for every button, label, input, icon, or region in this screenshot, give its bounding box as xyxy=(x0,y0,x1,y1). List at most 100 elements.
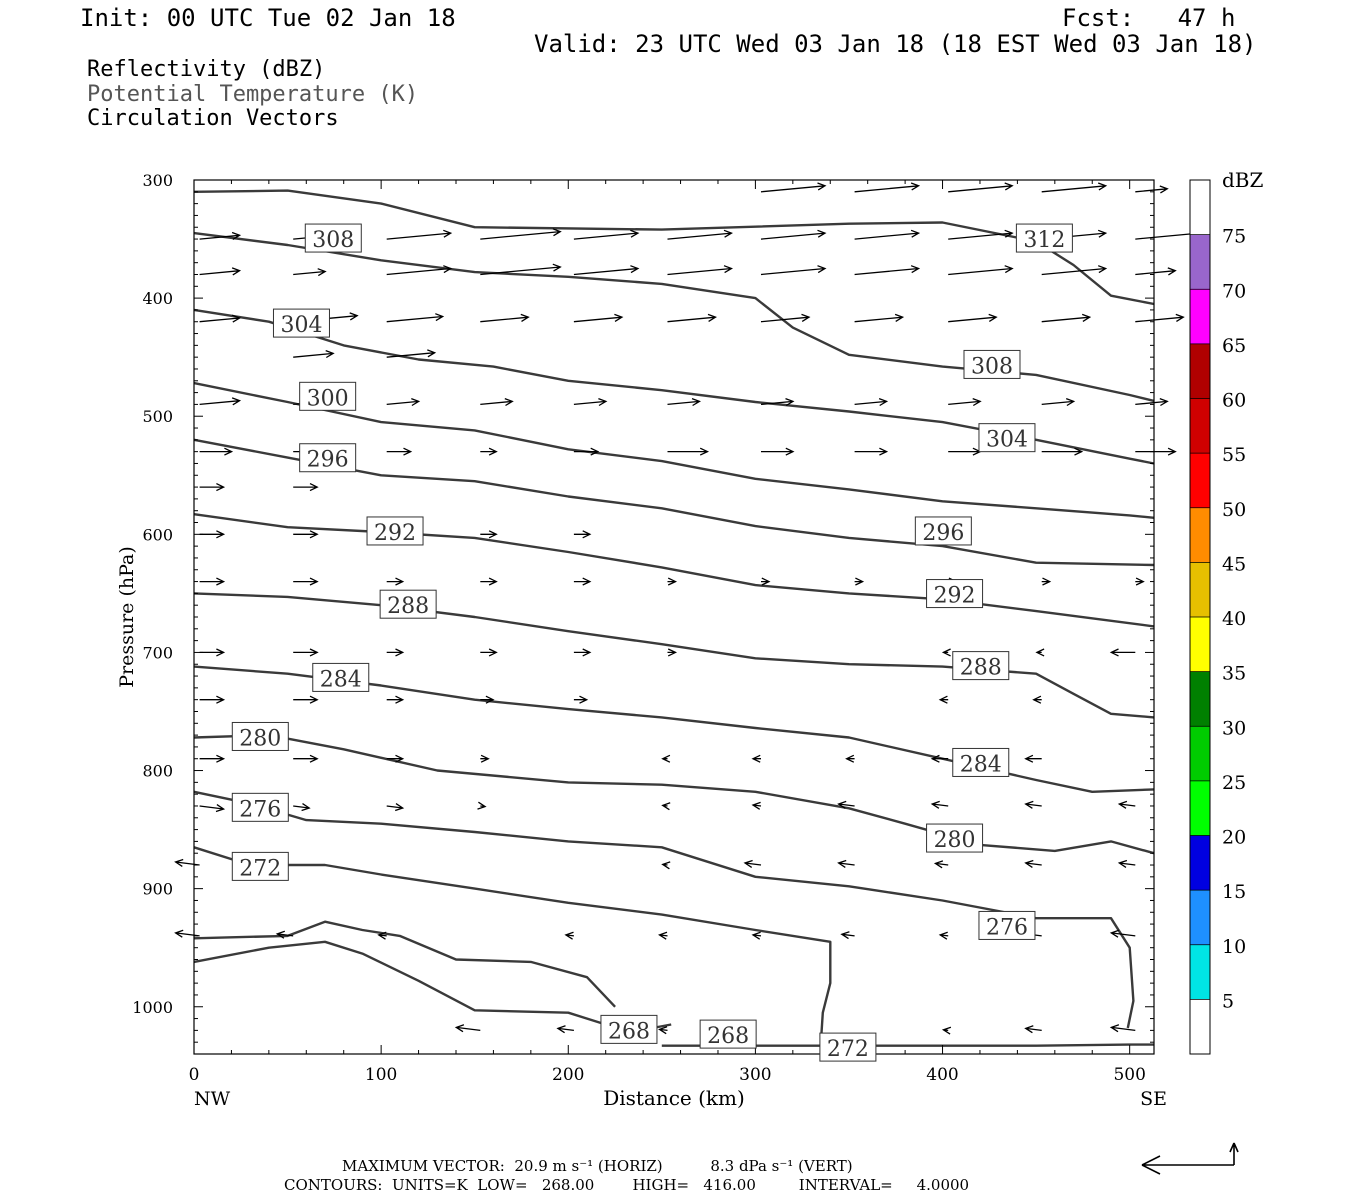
svg-text:292: 292 xyxy=(934,584,976,609)
circulation-vector xyxy=(1041,447,1084,456)
circulation-vector xyxy=(293,577,319,586)
circulation-vector xyxy=(761,577,771,586)
colorbar-swatch xyxy=(1190,617,1210,672)
circulation-vector xyxy=(477,801,487,810)
circulation-vector xyxy=(293,648,319,657)
colorbar-tick-label: 30 xyxy=(1222,717,1246,739)
theta-contour-308 xyxy=(193,231,1155,403)
forecast-hour: Fcst: 47 h xyxy=(1062,4,1236,32)
circulation-vector xyxy=(386,265,453,276)
circulation-vector xyxy=(1135,577,1145,586)
theta-contour-292 xyxy=(193,513,1155,628)
contour-label: 292 xyxy=(926,579,984,609)
colorbar-tick-label: 5 xyxy=(1222,990,1234,1012)
circulation-vector xyxy=(573,648,592,657)
circulation-vector xyxy=(667,397,701,407)
theta-contour-272 xyxy=(193,846,832,1043)
circulation-vector xyxy=(667,229,733,240)
max-vector-note: MAXIMUM VECTOR: 20.9 m s⁻¹ (HORIZ) 8.3 d… xyxy=(342,1157,853,1175)
circulation-vector xyxy=(573,447,600,456)
x-tick-label: 0 xyxy=(189,1065,200,1085)
colorbar-swatch xyxy=(1190,562,1210,617)
circulation-vector xyxy=(199,447,234,456)
colorbar-swatch xyxy=(1190,453,1210,508)
colorbar-swatch xyxy=(1190,944,1210,1000)
theta-contour-280 xyxy=(193,733,1155,855)
svg-text:288: 288 xyxy=(387,594,429,619)
circulation-vector xyxy=(661,861,671,870)
x-tick-label: 300 xyxy=(739,1065,771,1085)
init-time: Init: 00 UTC Tue 02 Jan 18 xyxy=(80,4,456,32)
circulation-vector xyxy=(667,265,733,276)
circulation-vector xyxy=(1041,397,1076,407)
y-tick-label: 900 xyxy=(142,880,173,899)
circulation-vector xyxy=(1135,397,1169,407)
circulation-vector xyxy=(293,483,319,492)
circulation-vector xyxy=(1024,1025,1042,1034)
circulation-vector xyxy=(199,754,226,763)
contour-label: 268 xyxy=(699,1019,757,1049)
circulation-vector xyxy=(948,397,982,407)
circulation-vector xyxy=(948,182,1014,193)
theta-contour-288 xyxy=(193,592,1155,719)
circulation-vector xyxy=(948,313,998,323)
circulation-vector xyxy=(1109,929,1136,938)
circulation-vector xyxy=(667,447,710,456)
circulation-vector xyxy=(199,804,226,813)
circulation-vector xyxy=(480,577,498,586)
contour-label: 276 xyxy=(231,792,289,822)
svg-text:308: 308 xyxy=(312,228,354,253)
svg-text:268: 268 xyxy=(707,1024,749,1049)
contour-label: 296 xyxy=(299,443,357,473)
reference-vector-icon xyxy=(1141,1142,1239,1175)
circulation-vector xyxy=(573,695,589,704)
y-tick-label: 600 xyxy=(142,525,173,544)
theta-contour-312 xyxy=(193,189,1155,306)
y-tick-label: 500 xyxy=(142,407,173,426)
svg-text:308: 308 xyxy=(971,354,1013,379)
x-left-label: NW xyxy=(194,1088,231,1110)
colorbar-swatch xyxy=(1190,726,1210,781)
colorbar-tick-label: 20 xyxy=(1222,827,1246,849)
circulation-vector xyxy=(1041,313,1092,323)
svg-text:300: 300 xyxy=(307,386,349,411)
colorbar-swatch xyxy=(1190,780,1210,836)
theta-contour-300 xyxy=(193,381,1155,519)
y-axis-title: Pressure (hPa) xyxy=(116,546,138,688)
colorbar-tick-label: 15 xyxy=(1222,881,1246,903)
colorbar-tick-label: 70 xyxy=(1222,280,1246,302)
colorbar-unit: dBZ xyxy=(1222,168,1264,192)
circulation-vector xyxy=(573,229,640,240)
circulation-vector xyxy=(751,801,762,810)
contour-label: 280 xyxy=(926,823,984,853)
colorbar-swatch xyxy=(1190,999,1210,1054)
circulation-vector xyxy=(377,931,387,940)
y-tick-label: 400 xyxy=(142,289,173,308)
circulation-vector xyxy=(941,1026,952,1035)
circulation-vector xyxy=(480,530,498,539)
circulation-vector xyxy=(1032,695,1042,704)
circulation-vector xyxy=(199,314,242,323)
colorbar-swatch xyxy=(1190,180,1210,235)
circulation-vector xyxy=(480,313,530,323)
circulation-vector xyxy=(658,1026,668,1035)
circulation-vector xyxy=(667,577,678,586)
x-right-label: SE xyxy=(1140,1088,1167,1110)
circulation-vector xyxy=(1117,800,1136,809)
circulation-vector xyxy=(854,397,889,407)
field-reflectivity: Reflectivity (dBZ) xyxy=(87,57,326,82)
contour-label: 288 xyxy=(952,651,1010,681)
circulation-vector xyxy=(199,648,226,657)
circulation-vector xyxy=(556,1025,574,1034)
x-tick-label: 400 xyxy=(926,1065,958,1085)
contour-label: 288 xyxy=(379,589,437,619)
svg-text:288: 288 xyxy=(960,656,1002,681)
contour-label: 284 xyxy=(312,662,370,692)
colorbar-swatch xyxy=(1190,398,1210,454)
circulation-vector xyxy=(1109,648,1136,657)
circulation-vector xyxy=(661,754,671,763)
theta-contour-304 xyxy=(193,308,1155,465)
colorbar-swatch xyxy=(1190,835,1210,891)
circulation-vector xyxy=(293,530,319,539)
circulation-vector xyxy=(199,483,226,492)
